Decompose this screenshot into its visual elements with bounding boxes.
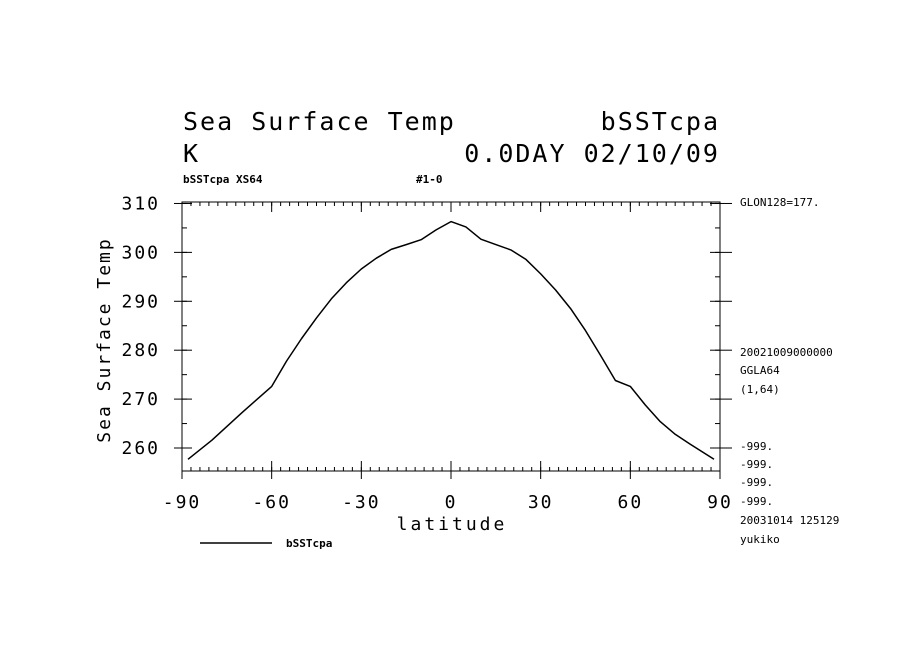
user-name: yukiko bbox=[740, 533, 780, 546]
chart-title: Sea Surface Temp bbox=[183, 107, 456, 136]
missing-value-3: -999. bbox=[740, 476, 773, 489]
x-tick-label: -30 bbox=[342, 492, 381, 513]
date-code: 20021009000000 bbox=[740, 346, 833, 359]
missing-value-1: -999. bbox=[740, 440, 773, 453]
variable-name: bSSTcpa bbox=[601, 107, 720, 136]
x-axis-label: latitude bbox=[397, 514, 508, 535]
y-tick-label: 280 bbox=[121, 340, 160, 361]
y-tick-label: 310 bbox=[121, 193, 160, 214]
missing-value-4: -999. bbox=[740, 495, 773, 508]
x-tick-label: -60 bbox=[252, 492, 291, 513]
timestamp: 20031014 125129 bbox=[740, 514, 839, 527]
x-axis: -90 -60 -30 0 30 60 90 bbox=[163, 202, 733, 513]
grid-name: GGLA64 bbox=[740, 364, 780, 377]
y-axis-label: Sea Surface Temp bbox=[94, 237, 115, 442]
y-tick-label: 300 bbox=[121, 242, 160, 263]
y-tick-label: 270 bbox=[121, 389, 160, 410]
x-tick-label: 60 bbox=[617, 492, 643, 513]
subtitle-left: bSSTcpa XS64 bbox=[183, 173, 263, 186]
series-line-bSSTcpa bbox=[187, 220, 715, 460]
series-group bbox=[187, 220, 715, 460]
x-tick-label: -90 bbox=[163, 492, 202, 513]
y-tick-label: 290 bbox=[121, 291, 160, 312]
y-tick-label: 260 bbox=[121, 438, 160, 459]
subtitle-center: #1-0 bbox=[416, 173, 443, 186]
glon-info: GLON128=177. bbox=[740, 196, 819, 209]
x-tick-label: 30 bbox=[528, 492, 554, 513]
x-tick-label: 0 bbox=[445, 492, 458, 513]
y-axis: 260 270 280 290 300 310 bbox=[121, 193, 732, 459]
legend-label: bSSTcpa bbox=[286, 537, 332, 550]
y-minor-ticks bbox=[182, 202, 720, 449]
grid-index: (1,64) bbox=[740, 383, 780, 396]
missing-value-2: -999. bbox=[740, 458, 773, 471]
x-tick-label: 90 bbox=[707, 492, 733, 513]
x-minor-ticks bbox=[181, 202, 721, 471]
units-label: K bbox=[183, 139, 198, 168]
plot-frame bbox=[181, 201, 721, 472]
time-info: 0.0DAY 02/10/09 bbox=[464, 139, 720, 168]
